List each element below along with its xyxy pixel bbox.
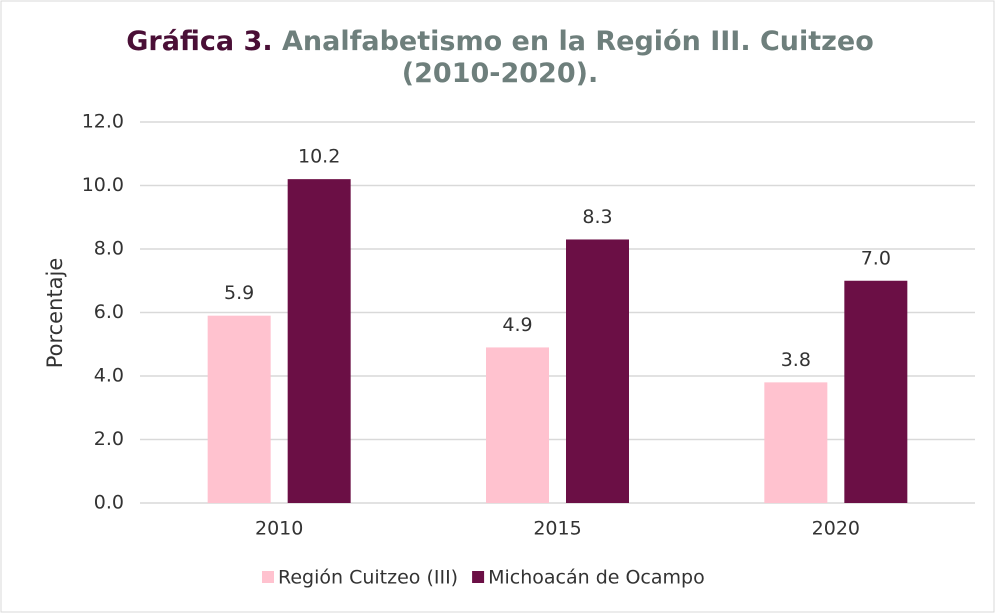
y-tick-label: 0.0 xyxy=(94,492,124,514)
legend-swatch xyxy=(262,571,274,583)
chart-title: Gráfica 3. Analfabetismo en la Región II… xyxy=(120,26,880,90)
y-tick-label: 12.0 xyxy=(82,111,124,133)
legend-label: Región Cuitzeo (III) xyxy=(278,567,458,589)
y-tick-label: 10.0 xyxy=(82,174,124,196)
bar xyxy=(486,347,549,503)
y-tick-label: 8.0 xyxy=(94,238,124,260)
y-tick-label: 6.0 xyxy=(94,301,124,323)
x-tick-label: 2010 xyxy=(255,518,303,540)
bar xyxy=(764,382,828,503)
title-text: Analfabetismo en la Región III. Cuitzeo … xyxy=(282,26,874,89)
data-label: 3.8 xyxy=(781,349,811,371)
legend-label: Michoacán de Ocampo xyxy=(488,567,705,589)
y-tick-label: 2.0 xyxy=(94,428,124,450)
data-label: 4.9 xyxy=(502,314,532,336)
y-axis-label: Porcentaje xyxy=(43,258,67,369)
x-tick-label: 2015 xyxy=(533,518,581,540)
legend-swatch xyxy=(472,571,485,583)
y-tick-label: 4.0 xyxy=(94,365,124,387)
bar xyxy=(566,239,629,503)
data-label: 5.9 xyxy=(224,282,254,304)
x-tick-label: 2020 xyxy=(812,518,860,540)
title-prefix: Gráfica 3. xyxy=(126,26,273,57)
bar xyxy=(844,280,908,503)
bar xyxy=(207,315,271,503)
data-label: 7.0 xyxy=(861,247,891,269)
data-label: 8.3 xyxy=(582,206,612,228)
data-label: 10.2 xyxy=(298,146,340,168)
bar xyxy=(287,179,351,503)
